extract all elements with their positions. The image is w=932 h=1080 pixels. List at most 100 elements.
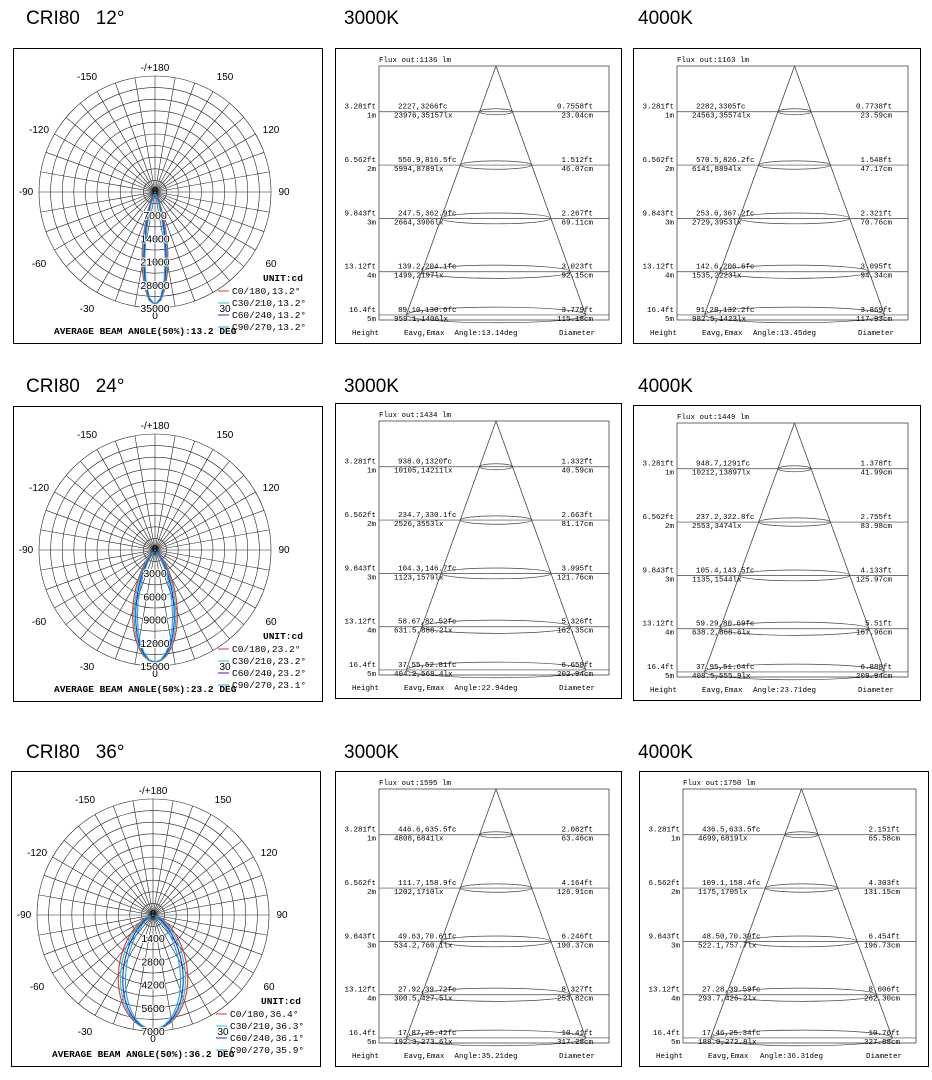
grid-spoke bbox=[154, 191, 214, 293]
distance-ft: 13.12ft bbox=[642, 621, 674, 629]
beam-ellipse-1 bbox=[758, 517, 831, 527]
diameter-cm: 47.17cm bbox=[860, 166, 892, 174]
beam-ellipse-1 bbox=[764, 883, 839, 893]
beam-ellipse-2 bbox=[440, 212, 552, 225]
illuminance-fc: 27.28,39.59fc bbox=[702, 987, 761, 995]
unit-label: UNIT:cd bbox=[263, 631, 303, 642]
beam-ellipse-4 bbox=[405, 661, 587, 679]
diameter-ft: 1.378ft bbox=[860, 461, 892, 469]
diameter-ft: 8.606ft bbox=[868, 987, 900, 995]
grid-spoke bbox=[132, 914, 154, 1030]
grid-spoke bbox=[152, 914, 228, 1005]
grid-spoke bbox=[152, 914, 174, 1030]
illuminance-fc: 237.2,322.8fc bbox=[696, 514, 755, 522]
illuminance-lx: 638.2,868.6lx bbox=[692, 630, 751, 638]
footer-angle: Angle:13.45deg bbox=[753, 330, 816, 338]
footer-height: Height bbox=[650, 330, 677, 338]
grid-spoke bbox=[96, 449, 156, 551]
diameter-cm: 190.37cm bbox=[557, 942, 594, 950]
diameter-ft: 5.51ft bbox=[865, 621, 892, 629]
illuminance-fc: 17.46,25.34fc bbox=[702, 1030, 761, 1038]
cone-edge-right bbox=[794, 422, 885, 673]
illuminance-lx: 959.1,1406lx bbox=[394, 316, 449, 324]
illuminance-lx: 2526,3553lx bbox=[394, 521, 444, 529]
illuminance-cone-24deg-3000k: Flux out:1434 lm 3.281ft 1m 938.0,1320fc 101… bbox=[335, 403, 622, 699]
radial-label: 3000 bbox=[143, 568, 167, 580]
radial-label: 35000 bbox=[140, 303, 169, 315]
illuminance-lx: 4699,6819lx bbox=[698, 836, 748, 844]
row1-cone2-header: 4000K bbox=[638, 8, 693, 29]
flux-label: Flux out:1595 lm bbox=[379, 780, 452, 788]
footer-eavg: Eavg,Emax bbox=[404, 685, 445, 693]
angle-label-r90: 90 bbox=[278, 545, 290, 556]
angle-label-l150: -150 bbox=[77, 72, 97, 83]
polar-grid bbox=[36, 798, 270, 1032]
grid-spoke bbox=[54, 133, 156, 193]
beam-ellipse-0 bbox=[777, 465, 812, 473]
footer-diameter: Diameter bbox=[559, 685, 595, 693]
diameter-ft: 1.548ft bbox=[860, 157, 892, 165]
beam-ellipse-4 bbox=[710, 1029, 893, 1047]
distance-m: 2m bbox=[367, 166, 377, 174]
grid-spoke bbox=[52, 914, 154, 974]
illuminance-lx: 1499,2197lx bbox=[394, 273, 444, 281]
cone-frame bbox=[378, 788, 610, 1044]
distance-m: 2m bbox=[665, 166, 675, 174]
cone-edge-left bbox=[710, 788, 802, 1039]
distance-m: 4m bbox=[665, 630, 675, 638]
polar-svg: -/+180 -150 150 -120 120 -90 90 -60 60 -30 30 0 0 700… bbox=[19, 63, 306, 337]
grid-spoke bbox=[80, 549, 156, 640]
illuminance-lx: 982.5,1423lx bbox=[692, 316, 747, 324]
angle-label-l120: -120 bbox=[29, 125, 49, 136]
illuminance-fc: 234.7,330.1fc bbox=[398, 512, 457, 520]
grid-spoke bbox=[134, 77, 156, 193]
flux-label: Flux out:1136 lm bbox=[379, 57, 452, 65]
grid-spoke bbox=[154, 133, 256, 193]
diameter-cm: 131.15cm bbox=[864, 889, 901, 897]
distance-ft: 6.562ft bbox=[344, 157, 376, 165]
cone-frame bbox=[676, 65, 909, 321]
diameter-cm: 92.15cm bbox=[561, 273, 593, 281]
diameter-ft: 6.888ft bbox=[860, 664, 892, 672]
beam-ellipse-0 bbox=[777, 108, 812, 116]
legend-entry-2: C60/240,23.2° bbox=[232, 668, 306, 679]
footer-angle: Angle:22.94deg bbox=[454, 685, 517, 693]
beam-ellipse-3 bbox=[726, 987, 877, 1002]
grid-spoke bbox=[154, 460, 230, 551]
illuminance-fc: 139.2,204.1fc bbox=[398, 264, 457, 272]
legend-entry-3: C90/270,35.9° bbox=[230, 1045, 304, 1056]
illuminance-fc: 570.5,826.2fc bbox=[696, 157, 755, 165]
distance-m: 1m bbox=[665, 113, 675, 121]
angle-label-l90: -90 bbox=[17, 910, 32, 921]
beam-ellipse-4 bbox=[704, 306, 885, 324]
grid-spoke bbox=[154, 449, 214, 551]
footer-height: Height bbox=[656, 1053, 683, 1061]
grid-spoke bbox=[154, 529, 270, 551]
footer-diameter: Diameter bbox=[559, 1053, 595, 1061]
grid-spoke bbox=[40, 529, 156, 551]
flux-label: Flux out:1163 lm bbox=[677, 57, 750, 65]
distance-m: 5m bbox=[367, 1039, 377, 1047]
grid-spoke bbox=[152, 856, 254, 916]
illuminance-fc: 446.6,635.5fc bbox=[398, 827, 457, 835]
cone-frame bbox=[676, 422, 909, 678]
illuminance-lx: 188.0,272.8lx bbox=[698, 1039, 757, 1047]
illuminance-fc: 37.95,51.64fc bbox=[696, 664, 755, 672]
footer-eavg: Eavg,Emax bbox=[404, 1053, 445, 1061]
distance-m: 4m bbox=[367, 996, 377, 1004]
grid-spoke bbox=[80, 102, 156, 193]
row1-cone1-header: 3000K bbox=[344, 8, 399, 29]
diameter-cm: 167.96cm bbox=[856, 630, 893, 638]
diameter-cm: 126.91cm bbox=[557, 889, 594, 897]
illuminance-lx: 404.2,568.4lx bbox=[394, 671, 453, 679]
distance-m: 4m bbox=[367, 273, 377, 281]
grid-spoke bbox=[154, 191, 256, 251]
illuminance-fc: 436.5,633.5fc bbox=[702, 827, 761, 835]
distance-m: 5m bbox=[665, 673, 675, 681]
footer-height: Height bbox=[352, 330, 379, 338]
illuminance-lx: 10212,13897lx bbox=[692, 470, 751, 478]
angle-label-r90: 90 bbox=[276, 910, 288, 921]
illuminance-fc: 2282,3305fc bbox=[696, 104, 746, 112]
